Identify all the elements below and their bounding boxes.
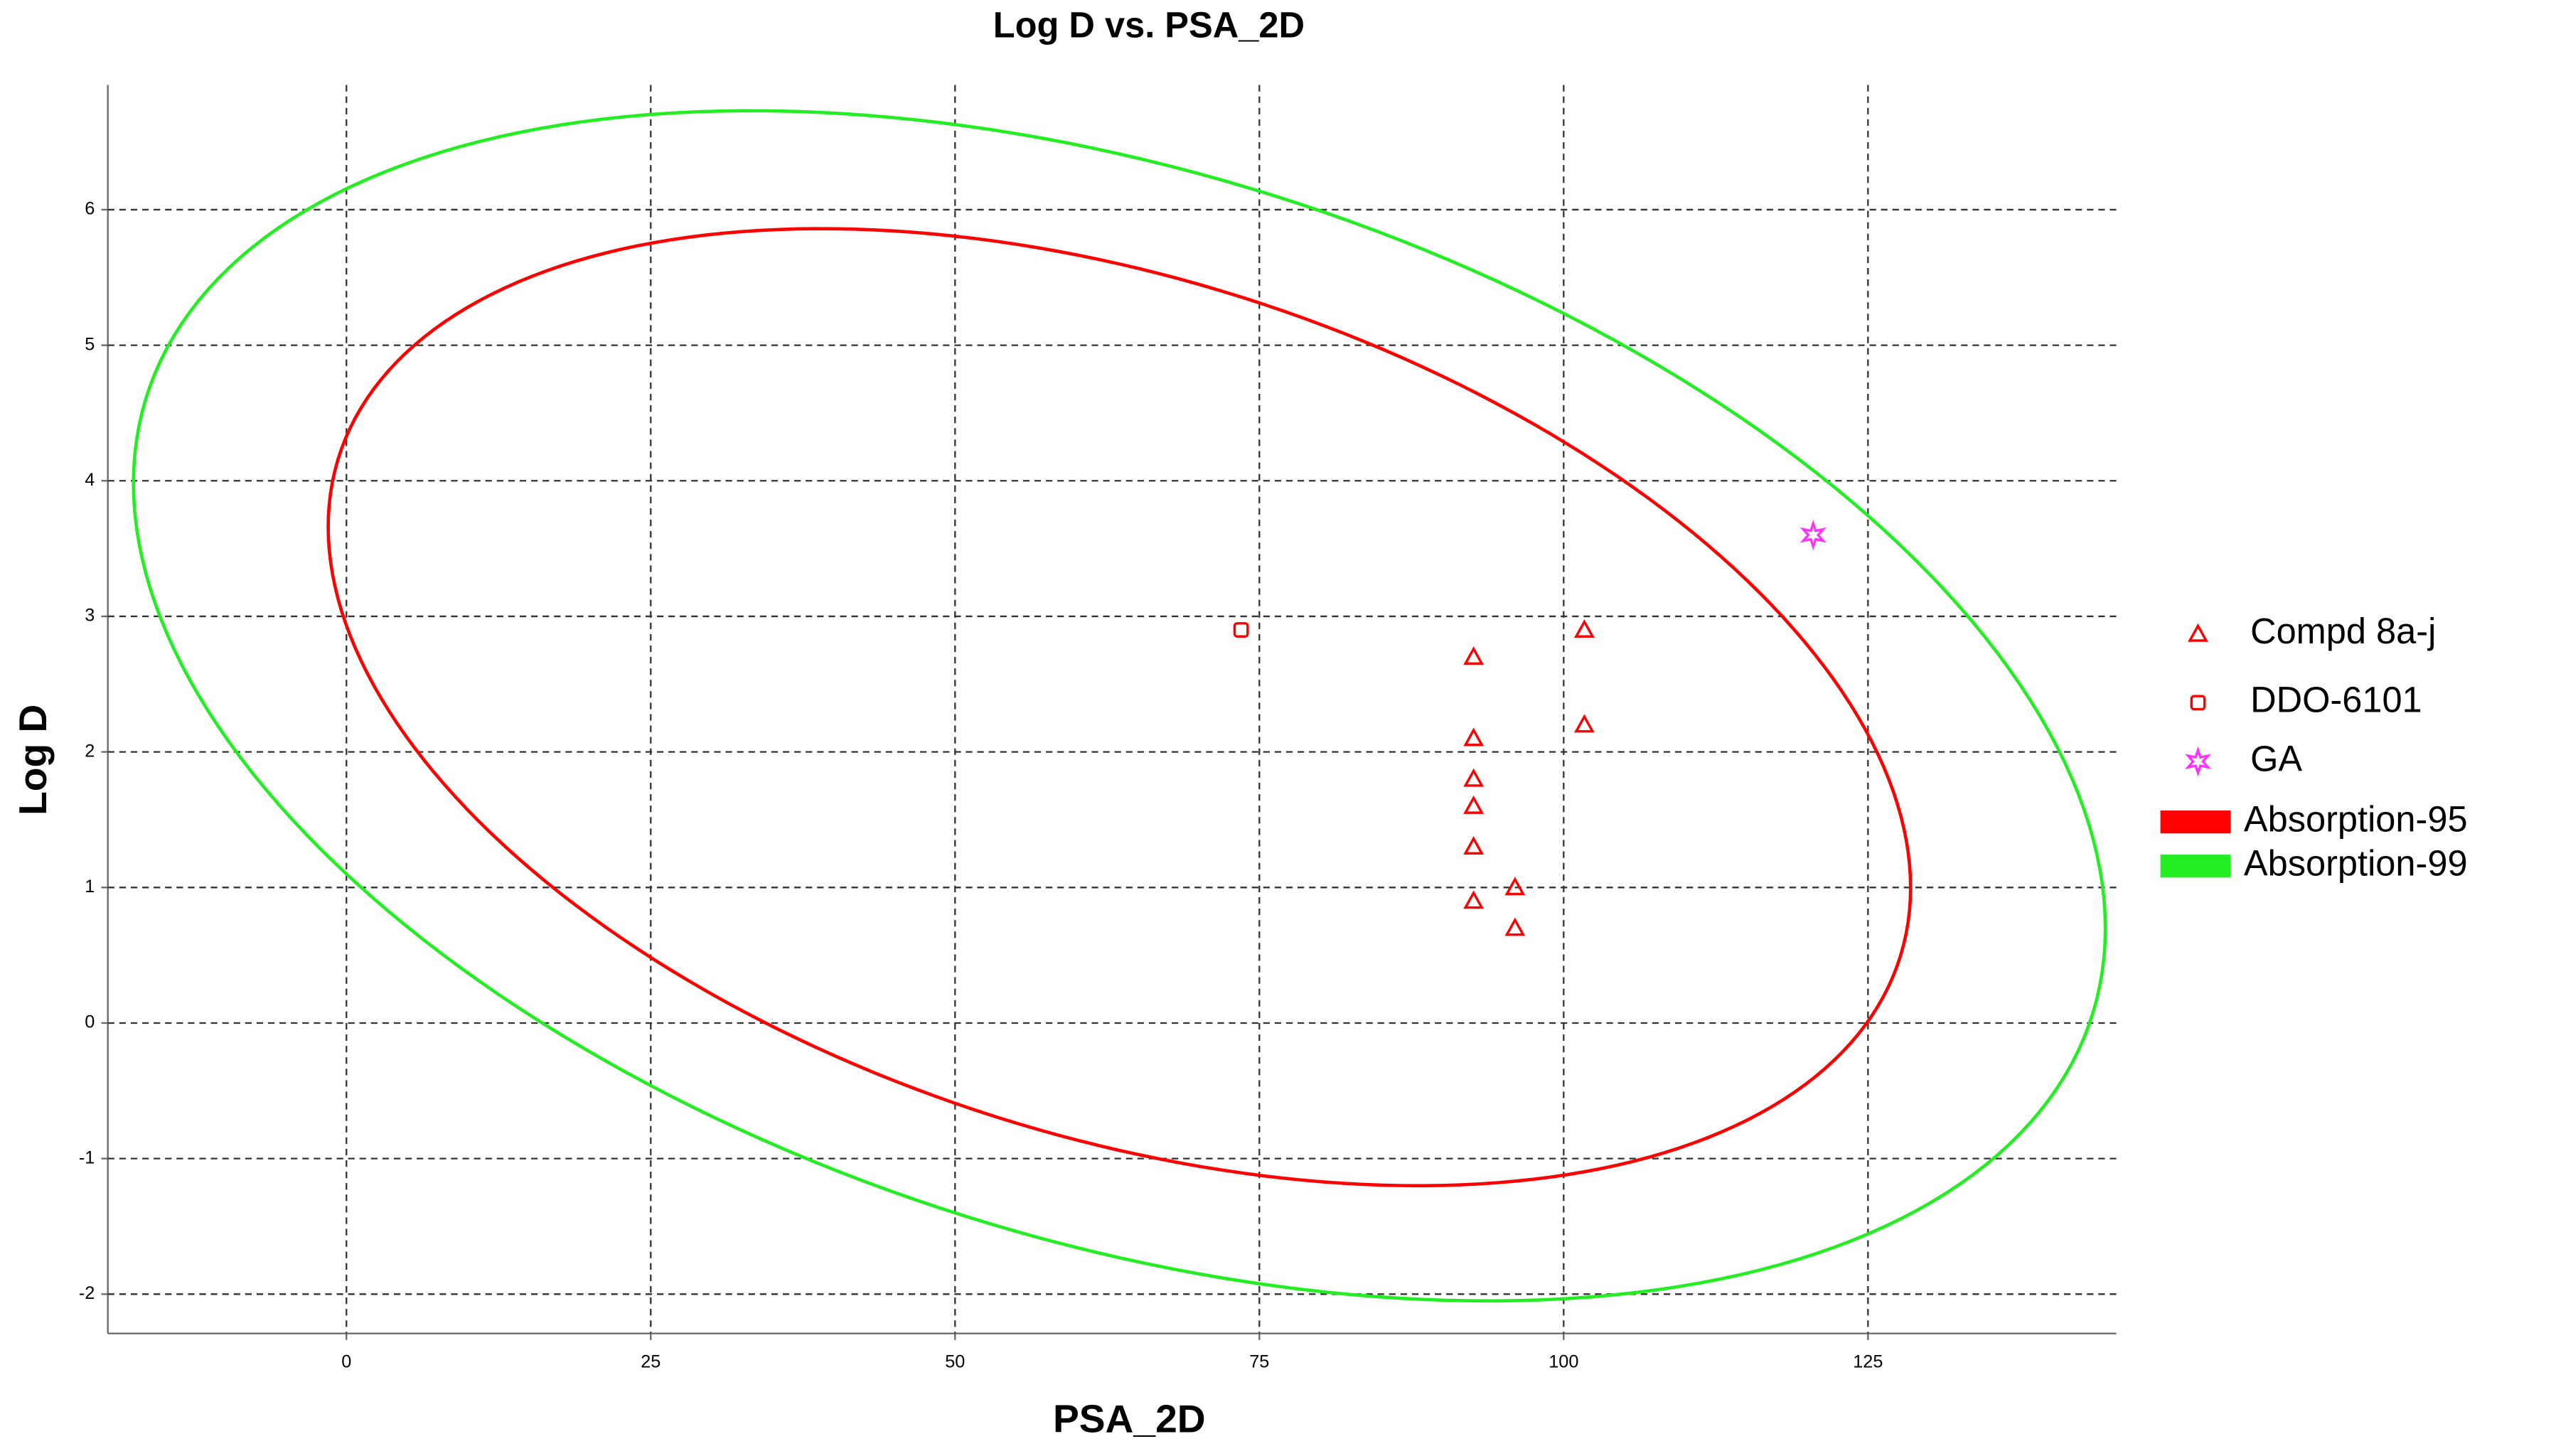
ellipse — [132, 109, 2107, 1303]
legend-label: Absorption-99 — [2244, 843, 2468, 884]
point — [1463, 646, 1485, 665]
legend-marker — [2190, 695, 2206, 711]
point — [1463, 727, 1485, 746]
point — [1799, 520, 1827, 550]
x-axis-label: PSA_2D — [1053, 1396, 1206, 1440]
y-tick-label: 4 — [85, 470, 95, 490]
point — [1574, 714, 1595, 733]
legend-marker — [2184, 746, 2212, 777]
point — [1574, 619, 1595, 638]
point — [1504, 917, 1526, 936]
x-tick-label: 25 — [641, 1352, 661, 1372]
point — [1463, 768, 1485, 787]
x-tick-label: 75 — [1249, 1352, 1269, 1372]
x-tick-label: 50 — [945, 1352, 965, 1372]
point — [1463, 836, 1485, 855]
y-tick-label: 0 — [85, 1012, 95, 1032]
legend-label: Compd 8a-j — [2250, 611, 2436, 651]
legend-label: GA — [2250, 738, 2302, 778]
x-tick-label: 0 — [341, 1352, 351, 1372]
point — [1233, 622, 1249, 638]
y-tick-label: -1 — [79, 1147, 95, 1167]
point — [1504, 877, 1526, 896]
y-tick-label: 5 — [85, 334, 95, 354]
x-tick-label: 125 — [1853, 1352, 1883, 1372]
legend-label: Absorption-95 — [2244, 799, 2468, 840]
y-tick-label: -2 — [79, 1283, 95, 1303]
legend-label: DDO-6101 — [2250, 680, 2422, 720]
x-tick-label: 100 — [1549, 1352, 1578, 1372]
legend-swatch — [2160, 810, 2231, 834]
y-tick-label: 2 — [85, 741, 95, 761]
y-axis-label: Log D — [11, 705, 55, 815]
ellipse — [326, 227, 1913, 1188]
y-tick-label: 3 — [85, 606, 95, 626]
chart-title: Log D vs. PSA_2D — [993, 4, 1305, 45]
point — [1463, 890, 1485, 909]
y-tick-label: 6 — [85, 199, 95, 219]
y-tick-label: 1 — [85, 877, 95, 896]
point — [1463, 795, 1485, 814]
legend-marker — [2188, 623, 2208, 642]
legend-swatch — [2160, 855, 2231, 878]
